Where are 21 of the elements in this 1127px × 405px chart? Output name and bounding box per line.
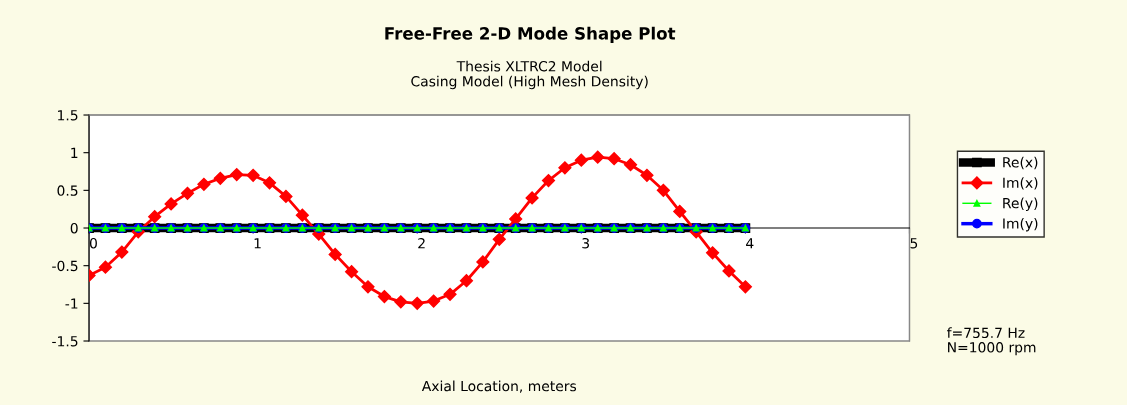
x-tick-label: 0 xyxy=(89,237,97,249)
x-tick-label: 5 xyxy=(910,238,918,249)
legend-label: Im(y) xyxy=(1003,217,1038,232)
x-axis-title: Axial Location, meters xyxy=(421,380,577,393)
chart-subtitle: Thesis XLTRC2 Model Casing Model (High Mesh Density) xyxy=(411,60,648,90)
legend-label: Im(x) xyxy=(1003,177,1038,190)
legend-label: Re(x) xyxy=(1003,156,1038,170)
y-tick-label: 1 xyxy=(71,147,78,158)
x-tick-label: 4 xyxy=(746,238,754,249)
y-tick-label: 0 xyxy=(70,222,78,234)
y-tick-label: 1.5 xyxy=(58,110,78,121)
y-tick-label: -1.5 xyxy=(52,336,78,347)
x-tick-label: 1 xyxy=(254,238,261,249)
chart-title: Free-Free 2-D Mode Shape Plot xyxy=(385,26,676,43)
text: f=755.7 Hz N=1000 rpm xyxy=(947,327,1036,356)
x-tick-label: 3 xyxy=(582,237,590,249)
x-tick-label: 2 xyxy=(418,237,425,249)
y-tick-label: 0.5 xyxy=(57,185,78,196)
y-tick-label: -0.5 xyxy=(52,260,78,272)
y-tick-label: -1 xyxy=(65,298,78,309)
legend-label: Re(y) xyxy=(1003,197,1038,212)
